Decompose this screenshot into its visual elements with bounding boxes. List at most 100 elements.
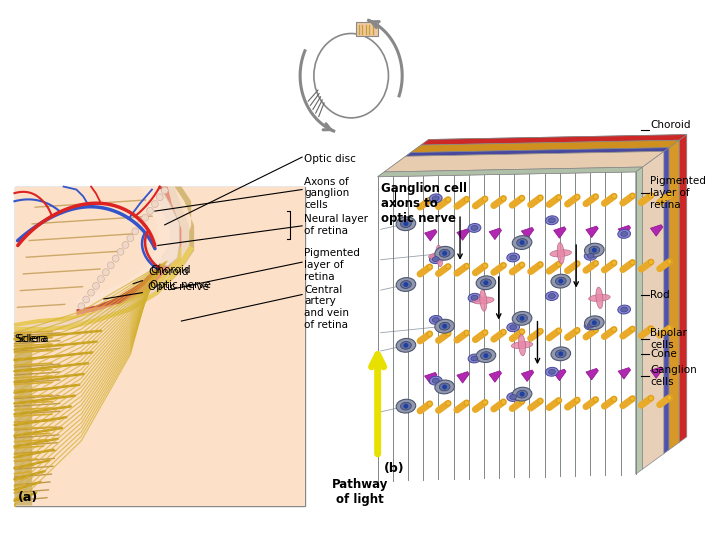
Ellipse shape — [517, 239, 528, 246]
Circle shape — [403, 404, 408, 409]
Ellipse shape — [555, 277, 566, 285]
Circle shape — [649, 396, 654, 401]
Polygon shape — [421, 134, 687, 145]
Circle shape — [558, 352, 563, 356]
Polygon shape — [378, 167, 642, 177]
Text: (b): (b) — [384, 462, 404, 475]
Polygon shape — [384, 151, 664, 172]
Circle shape — [520, 240, 525, 245]
Circle shape — [519, 195, 524, 200]
Polygon shape — [586, 368, 598, 380]
Circle shape — [427, 265, 432, 269]
Polygon shape — [421, 134, 687, 145]
Circle shape — [593, 261, 598, 266]
Ellipse shape — [589, 246, 600, 254]
Polygon shape — [405, 147, 669, 156]
Ellipse shape — [621, 232, 628, 237]
Ellipse shape — [507, 393, 520, 401]
Text: Choroid: Choroid — [133, 267, 189, 284]
Text: Cone: Cone — [650, 349, 678, 359]
Circle shape — [88, 289, 94, 296]
Ellipse shape — [584, 321, 597, 330]
Circle shape — [667, 326, 672, 330]
Text: Ganglion cell
axons to
optic nerve: Ganglion cell axons to optic nerve — [381, 181, 467, 225]
Ellipse shape — [480, 289, 487, 311]
Polygon shape — [14, 187, 305, 505]
Ellipse shape — [618, 305, 631, 314]
Circle shape — [557, 195, 561, 200]
Ellipse shape — [471, 356, 478, 361]
Circle shape — [501, 263, 506, 268]
Circle shape — [611, 260, 616, 265]
Circle shape — [142, 214, 148, 221]
Text: Pathway
of light: Pathway of light — [332, 478, 388, 506]
Circle shape — [127, 235, 134, 241]
Polygon shape — [618, 368, 631, 379]
Circle shape — [575, 194, 580, 199]
Circle shape — [538, 195, 543, 200]
Polygon shape — [411, 140, 679, 152]
Circle shape — [482, 330, 487, 335]
Circle shape — [403, 221, 408, 226]
Ellipse shape — [510, 325, 517, 330]
Circle shape — [482, 400, 487, 405]
Polygon shape — [489, 371, 502, 382]
Circle shape — [538, 399, 543, 403]
Text: Central
artery
and vein
of retina: Central artery and vein of retina — [304, 285, 349, 330]
Circle shape — [482, 197, 487, 201]
Circle shape — [630, 396, 635, 401]
Circle shape — [156, 194, 163, 201]
Circle shape — [557, 398, 561, 403]
FancyBboxPatch shape — [356, 22, 378, 36]
Text: Optic nerve: Optic nerve — [104, 282, 209, 299]
Ellipse shape — [439, 383, 450, 391]
Ellipse shape — [396, 217, 415, 231]
Text: Choroid: Choroid — [150, 265, 191, 275]
Circle shape — [442, 384, 447, 389]
Circle shape — [112, 255, 119, 262]
Ellipse shape — [511, 341, 533, 349]
Polygon shape — [554, 227, 566, 238]
Circle shape — [649, 260, 654, 265]
Circle shape — [464, 400, 469, 406]
Text: Bipolar
cells: Bipolar cells — [650, 328, 688, 350]
Ellipse shape — [480, 279, 491, 287]
Polygon shape — [76, 187, 174, 311]
Circle shape — [538, 262, 543, 267]
Circle shape — [442, 251, 447, 256]
Circle shape — [484, 280, 488, 285]
Circle shape — [161, 187, 168, 194]
Ellipse shape — [546, 216, 558, 225]
Ellipse shape — [468, 293, 481, 302]
Polygon shape — [521, 370, 534, 381]
Ellipse shape — [432, 256, 439, 261]
Ellipse shape — [596, 287, 603, 308]
Circle shape — [592, 248, 597, 253]
Circle shape — [519, 329, 524, 334]
Circle shape — [519, 262, 524, 267]
Polygon shape — [14, 246, 194, 331]
Ellipse shape — [432, 196, 439, 201]
Ellipse shape — [471, 295, 478, 300]
Polygon shape — [14, 187, 194, 505]
Ellipse shape — [585, 243, 604, 257]
Ellipse shape — [480, 352, 491, 360]
Text: Ganglion
cells: Ganglion cells — [650, 365, 697, 387]
Ellipse shape — [400, 341, 411, 349]
Ellipse shape — [435, 319, 454, 333]
Circle shape — [97, 275, 104, 282]
Ellipse shape — [436, 245, 443, 267]
Circle shape — [464, 330, 469, 335]
Ellipse shape — [551, 347, 570, 361]
Polygon shape — [650, 225, 663, 236]
Circle shape — [520, 316, 525, 321]
Ellipse shape — [429, 315, 442, 325]
Circle shape — [575, 397, 580, 402]
Polygon shape — [642, 151, 664, 469]
Polygon shape — [489, 228, 502, 240]
Polygon shape — [456, 372, 469, 383]
Circle shape — [107, 262, 114, 269]
Ellipse shape — [549, 218, 555, 222]
Circle shape — [464, 197, 469, 202]
Polygon shape — [384, 151, 664, 172]
